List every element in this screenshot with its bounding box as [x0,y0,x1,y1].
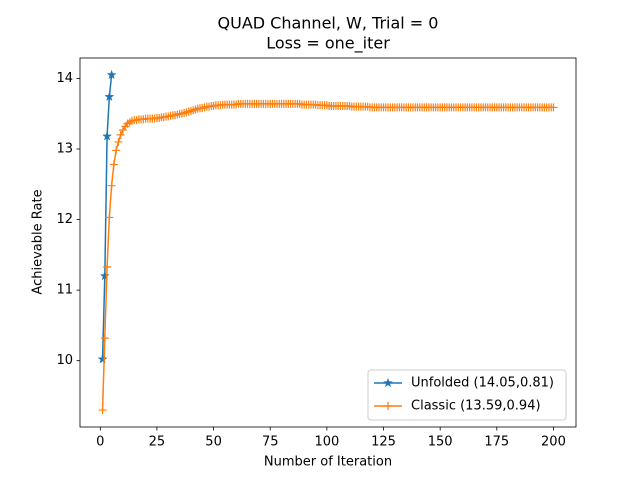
x-tick-label: 75 [262,435,279,450]
x-tick-label: 100 [314,435,339,450]
y-tick-label: 13 [56,142,73,157]
marker [99,270,110,281]
marker [106,69,117,80]
marker [116,130,125,139]
y-tick-label: 12 [56,212,73,227]
y-tick-label: 14 [56,71,73,86]
legend-label: Unfolded (14.05,0.81) [411,376,554,391]
marker [103,262,112,271]
marker [97,354,108,364]
legend-label: Classic (13.59,0.94) [411,399,541,414]
x-tick-label: 25 [149,435,166,450]
y-tick-label: 11 [56,283,73,298]
marker [384,402,392,410]
x-tick-label: 0 [96,435,104,450]
y-tick-label: 10 [56,353,73,368]
marker [100,334,109,343]
x-tick-label: 200 [541,435,566,450]
marker [112,146,121,155]
legend: Unfolded (14.05,0.81) Classic (13.59,0.94… [367,369,567,421]
x-tick-label: 50 [205,435,222,450]
marker [105,213,114,222]
plot-area [97,69,558,415]
x-tick-label: 175 [484,435,509,450]
legend-box [367,369,567,421]
marker [107,181,116,190]
marker [102,131,113,141]
marker [114,137,123,146]
x-tick-label: 125 [371,435,396,450]
chart-subtitle: Loss = one_iter [266,34,390,54]
x-axis-label: Number of Iteration [264,455,392,470]
y-axis-label: Achievable Rate [31,189,46,294]
chart-title: QUAD Channel, W, Trial = 0 [218,14,439,33]
marker [98,406,107,415]
marker [109,160,118,169]
axes-frame [79,57,577,428]
marker [549,103,558,112]
marker [382,377,394,388]
x-tick-label: 150 [428,435,453,450]
marker [104,91,115,102]
